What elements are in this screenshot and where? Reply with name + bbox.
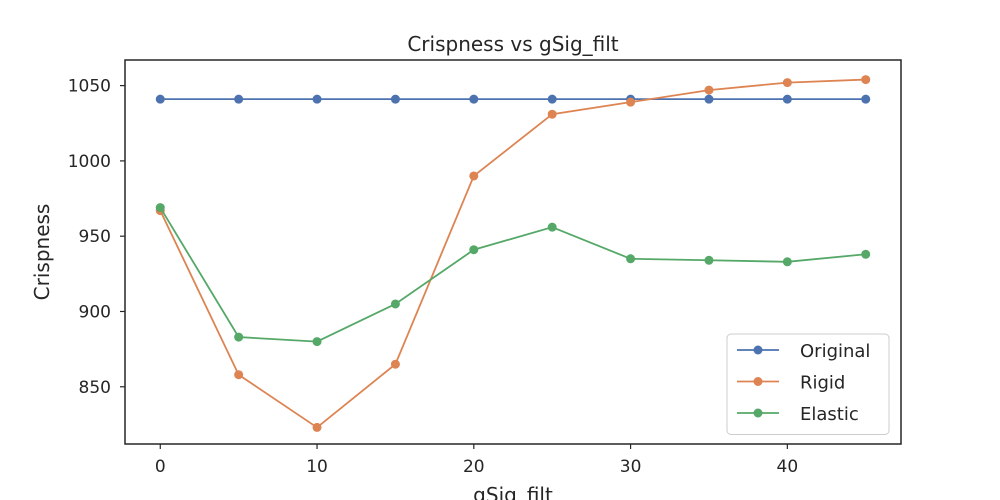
data-point-original: [547, 94, 557, 104]
data-point-elastic: [312, 337, 322, 347]
legend-item-rigid: Rigid: [737, 373, 845, 394]
data-point-elastic: [861, 249, 871, 259]
y-tick-label: 1050: [68, 77, 111, 97]
series-original: [155, 94, 871, 104]
y-tick-label: 950: [79, 227, 111, 247]
data-point-original: [312, 94, 322, 104]
data-point-elastic: [782, 257, 792, 267]
y-axis-label: Crispness: [30, 204, 54, 301]
y-axis: 850 900 950 1000 1050: [68, 77, 125, 398]
legend-marker: [753, 377, 763, 386]
x-tick-label: 10: [306, 457, 328, 477]
legend-marker: [753, 345, 763, 355]
legend-label: Elastic: [800, 404, 859, 425]
legend-item-elastic: Elastic: [737, 404, 859, 425]
y-tick-label: 1000: [68, 152, 111, 172]
data-point-elastic: [626, 254, 636, 264]
legend-item-original: Original: [737, 341, 870, 362]
plot-area: [124, 59, 902, 445]
data-point-elastic: [469, 245, 479, 255]
x-tick-label: 20: [463, 457, 485, 477]
data-point-elastic: [704, 255, 714, 265]
data-point-elastic: [547, 222, 557, 232]
chart-title: Crispness vs gSig_filt: [407, 32, 618, 56]
legend-marker: [753, 408, 763, 418]
data-point-original: [469, 94, 479, 104]
data-point-original: [782, 94, 792, 104]
y-tick-label: 900: [79, 302, 111, 322]
series-line-rigid: [159, 78, 866, 429]
data-point-rigid: [547, 109, 557, 119]
data-point-rigid: [626, 97, 636, 107]
data-point-rigid: [390, 359, 400, 369]
x-tick-label: 40: [777, 457, 799, 477]
x-tick-label: 30: [620, 457, 642, 477]
legend-label: Original: [800, 341, 870, 362]
data-point-rigid: [234, 370, 244, 380]
data-point-rigid: [861, 75, 871, 85]
data-point-elastic: [234, 332, 244, 342]
data-point-original: [155, 94, 165, 104]
legend: Original Rigid Elastic: [726, 333, 890, 435]
data-point-original: [234, 94, 244, 104]
data-point-elastic: [390, 299, 400, 309]
series-group: [155, 75, 871, 432]
legend-box: [726, 333, 890, 435]
data-point-rigid: [469, 171, 479, 181]
legend-label: Rigid: [800, 373, 845, 394]
x-axis: 0 10 20 30 40: [155, 444, 798, 477]
x-tick-label: 0: [155, 457, 166, 477]
series-line-elastic: [159, 207, 866, 343]
data-point-rigid: [312, 422, 322, 432]
data-point-rigid: [704, 85, 714, 95]
data-point-original: [704, 94, 714, 104]
y-tick-label: 850: [79, 378, 111, 398]
data-point-original: [390, 94, 400, 104]
x-axis-label: gSig_filt: [473, 483, 553, 500]
data-point-elastic: [155, 203, 165, 213]
data-point-rigid: [782, 78, 792, 88]
series-elastic: [155, 203, 871, 347]
data-point-original: [861, 94, 871, 104]
